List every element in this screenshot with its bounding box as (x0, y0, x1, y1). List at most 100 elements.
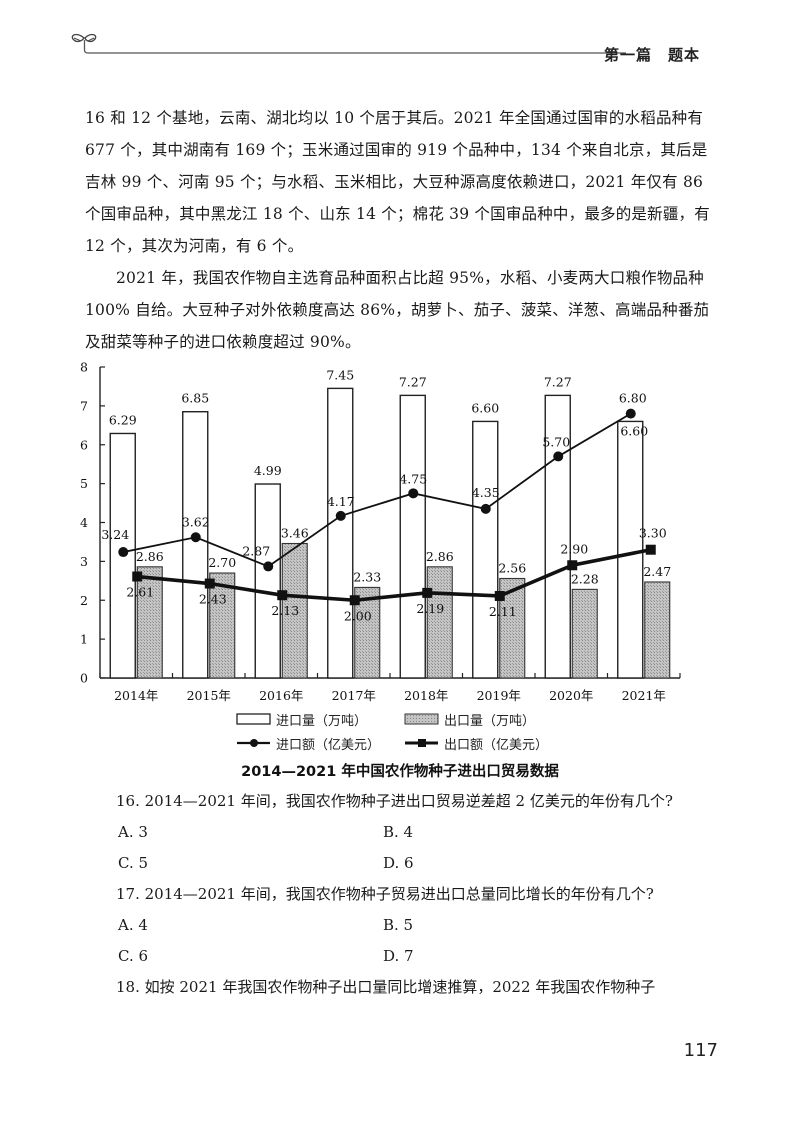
white-bar-swatch-icon (236, 713, 271, 725)
export-value-point (494, 590, 505, 601)
svg-text:2.19: 2.19 (416, 601, 444, 616)
svg-text:2.61: 2.61 (126, 585, 154, 600)
export-value-point (277, 590, 288, 601)
legend-item-import-volume: 进口量（万吨） (236, 710, 404, 729)
option-d: D. 7 (383, 947, 414, 965)
export-value-point (349, 595, 360, 606)
question-18-stem: 18. 如按 2021 年我国农作物种子出口量同比增速推算，2022 年我国农作… (116, 978, 656, 996)
export-value-point (204, 578, 215, 589)
chart-legend: 进口量（万吨） 出口量（万吨） 进口额（亿美元） 出口额（亿美元） (236, 707, 616, 755)
body-paragraph-1: 16 和 12 个基地，云南、湖北均以 10 个居于其后。2021 年全国通过国… (85, 102, 715, 262)
svg-text:3.62: 3.62 (182, 514, 210, 529)
import-value-point (190, 532, 201, 543)
svg-text:3.30: 3.30 (639, 526, 667, 541)
x-tick-label: 2021年 (622, 688, 666, 703)
legend-label: 出口额（亿美元） (444, 737, 549, 753)
import-value-point (263, 561, 274, 572)
export-volume-bar (644, 581, 671, 679)
circle-line-swatch-icon (237, 739, 270, 747)
x-tick-label: 2015年 (187, 688, 231, 703)
svg-text:4.75: 4.75 (399, 471, 427, 486)
export-value-point (645, 544, 656, 555)
import-volume-bar (472, 420, 499, 679)
import-value-point (625, 408, 636, 419)
svg-text:6.29: 6.29 (109, 412, 137, 427)
svg-text:2.90: 2.90 (560, 541, 588, 556)
trade-chart: 0 1 2 3 4 5 6 7 8 2014年 2015年 2016年 2017年 2018年 2019年 2… (0, 355, 800, 715)
svg-text:5.70: 5.70 (542, 434, 570, 449)
import-volume-bar (617, 420, 644, 679)
svg-text:7.45: 7.45 (326, 367, 354, 382)
option-c: C. 6 (118, 947, 149, 965)
x-tick-label: 2014年 (114, 688, 158, 703)
import-value-point (480, 503, 491, 514)
svg-text:2.86: 2.86 (426, 549, 454, 564)
export-value-point (567, 560, 578, 571)
legend-item-import-value: 进口额（亿美元） (236, 734, 404, 753)
svg-text:2.13: 2.13 (271, 603, 299, 618)
svg-text:6: 6 (80, 437, 88, 452)
question-17-stem: 17. 2014—2021 年间，我国农作物种子贸易进出口总量同比增长的年份有几… (116, 885, 654, 903)
paragraph-text: 2021 年，我国农作物自主选育品种面积占比超 95%，水稻、小麦两大口粮作物品… (85, 269, 710, 351)
paragraph-text: 16 和 12 个基地，云南、湖北均以 10 个居于其后。2021 年全国通过国… (85, 109, 710, 255)
export-value-point (132, 571, 143, 582)
export-volume-bar (571, 588, 598, 679)
import-volume-bar (327, 387, 354, 679)
svg-text:2.87: 2.87 (242, 543, 270, 558)
svg-text:6.85: 6.85 (181, 391, 209, 406)
legend-label: 进口量（万吨） (276, 713, 368, 729)
x-tick-label: 2017年 (332, 688, 376, 703)
square-line-swatch-icon (405, 739, 438, 747)
gray-bar-swatch-icon (404, 713, 439, 725)
svg-text:1: 1 (80, 632, 88, 647)
option-b: B. 4 (383, 823, 414, 841)
x-tick-label: 2020年 (549, 688, 593, 703)
svg-text:2.70: 2.70 (208, 555, 236, 570)
svg-text:2.33: 2.33 (353, 569, 381, 584)
x-tick-label: 2018年 (404, 688, 448, 703)
svg-text:4.17: 4.17 (327, 494, 355, 509)
svg-text:6.60: 6.60 (471, 400, 499, 415)
svg-text:7.27: 7.27 (399, 374, 427, 389)
option-a: A. 4 (118, 916, 148, 934)
import-value-point (408, 488, 419, 499)
import-volume-bar (399, 394, 426, 679)
x-tick-label: 2016年 (259, 688, 303, 703)
import-value-point (553, 451, 564, 462)
svg-text:4: 4 (80, 515, 88, 530)
question-17-options: A. 4 B. 5 (118, 910, 718, 941)
question-16-stem: 16. 2014—2021 年间，我国农作物种子进出口贸易逆差超 2 亿美元的年… (116, 792, 673, 810)
svg-text:4.99: 4.99 (254, 463, 282, 478)
svg-text:5: 5 (80, 476, 88, 491)
legend-item-export-volume: 出口量（万吨） (404, 710, 572, 729)
legend-item-export-value: 出口额（亿美元） (404, 734, 572, 753)
option-b: B. 5 (383, 916, 414, 934)
legend-label: 进口额（亿美元） (276, 737, 381, 753)
svg-text:6.80: 6.80 (619, 391, 647, 406)
x-tick-label: 2019年 (477, 688, 521, 703)
page-number: 117 (683, 1040, 718, 1061)
svg-text:0: 0 (80, 671, 88, 686)
chart-caption: 2014—2021 年中国农作物种子进出口贸易数据 (241, 764, 559, 780)
option-d: D. 6 (383, 854, 414, 872)
import-value-point (118, 547, 129, 558)
svg-text:3.46: 3.46 (281, 525, 309, 540)
svg-text:2.00: 2.00 (344, 608, 372, 623)
option-c: C. 5 (118, 854, 149, 872)
svg-text:2.56: 2.56 (498, 560, 526, 575)
import-volume-bar (544, 394, 571, 679)
svg-text:2: 2 (80, 593, 88, 608)
import-value-point (335, 510, 346, 521)
svg-text:2.28: 2.28 (571, 571, 599, 586)
question-17-options-2: C. 6 D. 7 (118, 941, 718, 972)
page-header: 第一篇 题本 (68, 28, 700, 68)
question-list: 16. 2014—2021 年间，我国农作物种子进出口贸易逆差超 2 亿美元的年… (116, 786, 718, 1003)
body-paragraph-2: 2021 年，我国农作物自主选育品种面积占比超 95%，水稻、小麦两大口粮作物品… (85, 262, 715, 358)
option-a: A. 3 (118, 823, 148, 841)
svg-text:3: 3 (80, 554, 88, 569)
section-title: 第一篇 题本 (603, 46, 700, 64)
svg-text:2.47: 2.47 (643, 564, 671, 579)
import-volume-bar (182, 411, 209, 679)
export-volume-bar (209, 572, 236, 679)
question-16-options-2: C. 5 D. 6 (118, 848, 718, 879)
